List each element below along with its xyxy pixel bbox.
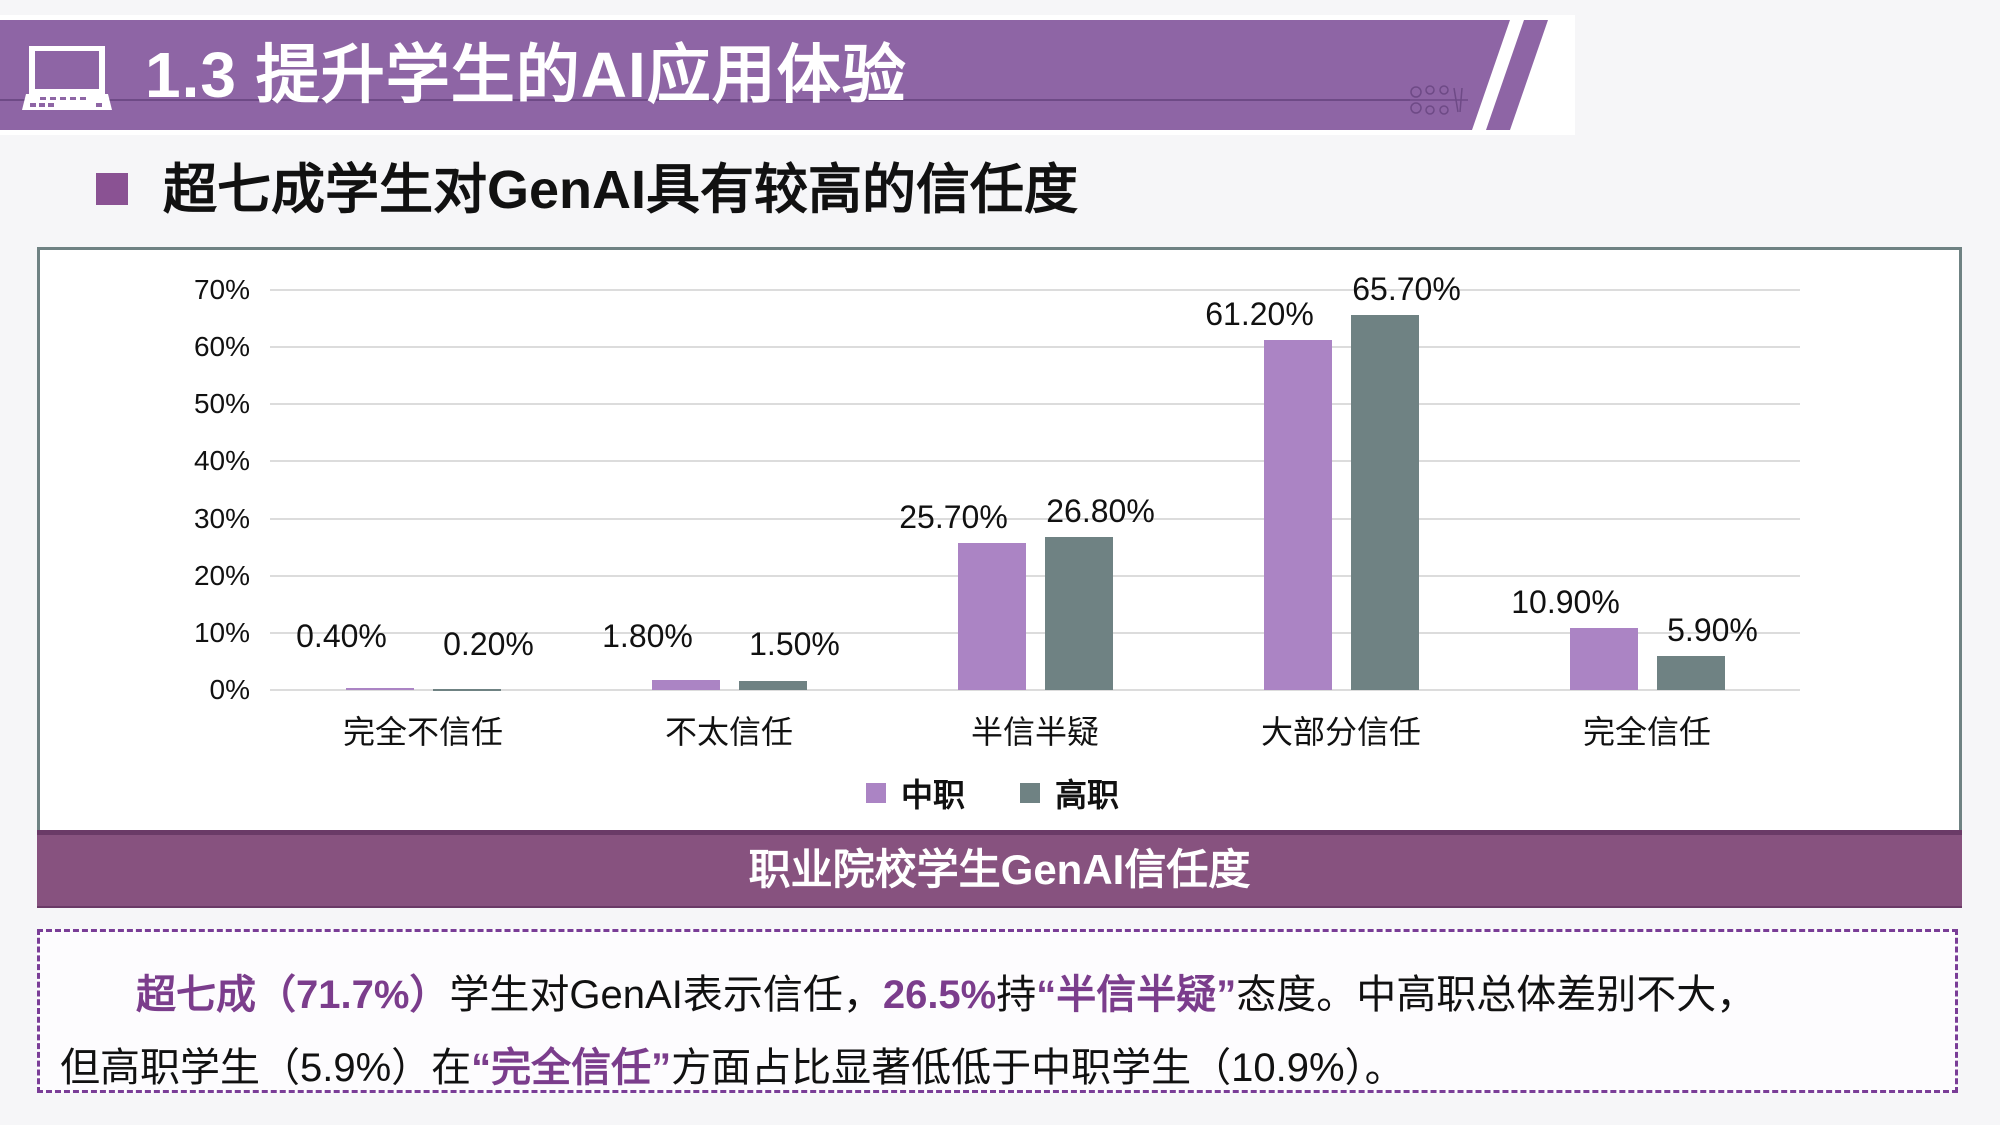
y-axis-tick-label: 50% (193, 388, 250, 420)
y-axis-tick-label: 20% (193, 559, 250, 591)
legend-swatch-icon (866, 783, 886, 803)
flourish-ornament-icon (1408, 85, 1468, 115)
bar-高职-不太信任 (738, 681, 807, 690)
y-axis-tick-label: 30% (193, 502, 250, 534)
x-axis-category-label: 半信半疑 (970, 714, 1099, 750)
y-axis-tick-label: 10% (193, 616, 250, 648)
gridline (270, 403, 1800, 406)
data-label: 61.20% (1205, 296, 1314, 333)
highlighted-text: “完全信任” (471, 1046, 672, 1090)
bullet-square-icon (96, 173, 128, 205)
gridline (270, 517, 1800, 520)
data-label: 1.50% (749, 626, 840, 662)
legend-item: 中职 (866, 770, 965, 816)
bar-中职-不太信任 (651, 679, 720, 690)
data-label: 0.20% (443, 626, 534, 662)
gridline (270, 631, 1800, 634)
data-label: 1.80% (602, 618, 693, 654)
body-text: 但高职学生（5.9%）在 (60, 1046, 472, 1090)
chart-caption-band: 职业院校学生GenAI信任度 (37, 830, 1962, 908)
legend-label: 高职 (1055, 777, 1120, 813)
slide-subtitle: 超七成学生对GenAI具有较高的信任度 (163, 160, 1079, 220)
chart-caption: 职业院校学生GenAI信任度 (748, 846, 1251, 893)
y-axis-tick-label: 0% (209, 674, 250, 705)
body-text: 方面占比显著低低于中职学生（10.9%）。 (671, 1046, 1405, 1090)
data-label: 0.40% (296, 618, 387, 654)
bar-中职-半信半疑 (957, 543, 1026, 690)
gridline (270, 289, 1800, 291)
chart-legend: 中职 高职 (866, 775, 1174, 813)
bar-高职-半信半疑 (1044, 536, 1113, 690)
body-text: 学生对GenAI表示信任， (449, 973, 883, 1017)
bar-高职-大部分信任 (1350, 314, 1419, 690)
data-label: 25.70% (899, 499, 1008, 536)
y-axis-tick-label: 70% (193, 274, 250, 305)
data-label: 5.90% (1667, 612, 1758, 649)
gridline (270, 574, 1800, 577)
body-text: 持 (996, 973, 1037, 1017)
highlighted-text: “半信半疑” (1036, 973, 1237, 1017)
highlighted-text: 26.5% (882, 973, 997, 1017)
gridline (270, 460, 1800, 463)
y-axis-tick-label: 60% (193, 331, 250, 363)
x-axis-category-label: 大部分信任 (1260, 714, 1421, 750)
bar-chart: 0% 10% 20% 30% 40% 50% 60% 70% 0.40% 0.20% 完全不信任 1.… (193, 270, 1800, 750)
gridline (270, 346, 1800, 349)
laptop-icon (22, 46, 112, 110)
bar-中职-大部分信任 (1263, 340, 1332, 690)
y-axis-tick-label: 40% (193, 445, 250, 477)
x-axis-category-label: 不太信任 (664, 714, 793, 750)
highlighted-text: 超七成（71.7%） (136, 973, 450, 1017)
bar-中职-完全不信任 (345, 687, 414, 690)
header-band (0, 20, 1548, 130)
summary-box: 超七成（71.7%）学生对GenAI表示信任，26.5%持“半信半疑”态度。中高… (37, 929, 1958, 1093)
bar-高职-完全信任 (1656, 656, 1725, 690)
x-axis-category-label: 完全不信任 (342, 714, 503, 750)
data-label: 10.90% (1511, 583, 1620, 620)
gridline (270, 689, 1800, 691)
legend-swatch-icon (1020, 783, 1041, 803)
section-title: 1.3 提升学生的AI应用体验 (145, 39, 907, 111)
data-label: 26.80% (1046, 492, 1155, 529)
summary-line-2: 但高职学生（5.9%）在“完全信任”方面占比显著低低于中职学生（10.9%）。 (60, 1035, 1405, 1093)
bar-高职-完全不信任 (432, 688, 501, 691)
body-text: 态度。中高职总体差别不大， (1236, 973, 1757, 1017)
x-axis-category-label: 完全信任 (1582, 714, 1711, 750)
bar-中职-完全信任 (1569, 627, 1638, 690)
summary-line-1: 超七成（71.7%）学生对GenAI表示信任，26.5%持“半信半疑”态度。中高… (136, 962, 1756, 1020)
data-label: 65.70% (1352, 270, 1461, 307)
legend-item: 高职 (1020, 770, 1119, 816)
legend-label: 中职 (901, 777, 966, 813)
